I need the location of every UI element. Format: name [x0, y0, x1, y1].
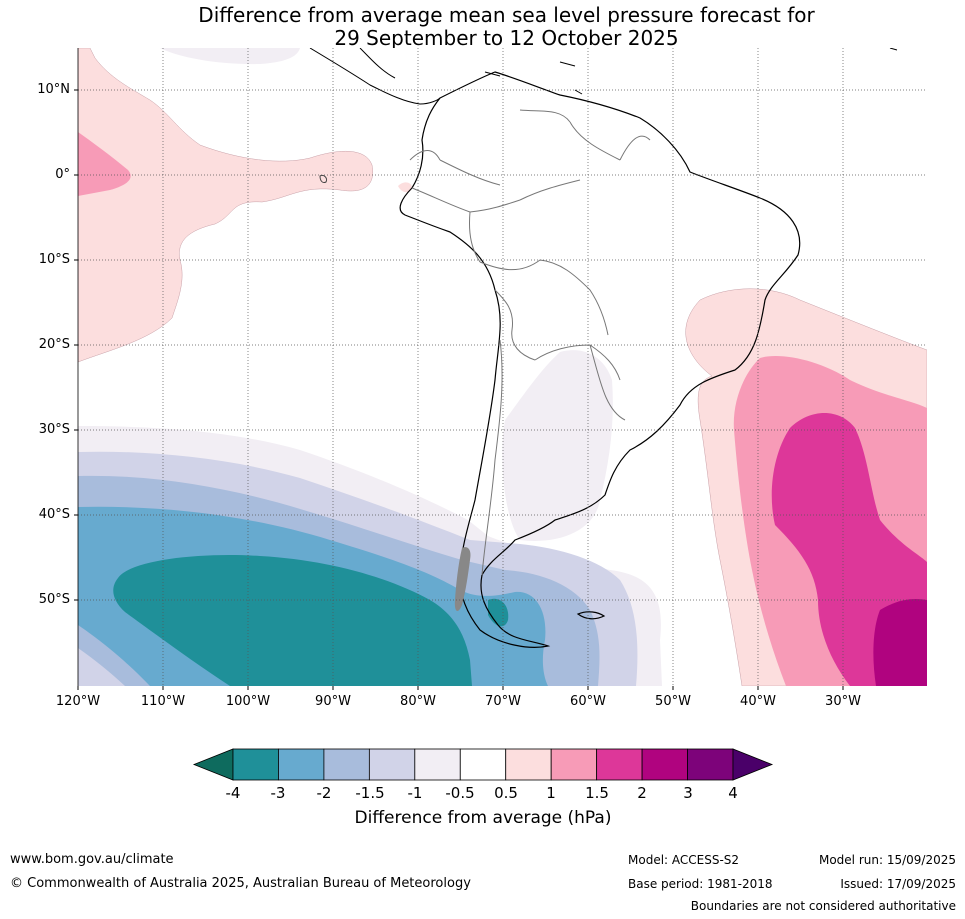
contour-atlantic-plus-2: [873, 599, 927, 686]
map-gridlines: [78, 48, 927, 686]
lon-label-110w: 110°W: [140, 694, 186, 709]
colorbar-tick-label: -2: [316, 784, 332, 802]
lat-label-30s: 30°S: [38, 422, 70, 437]
lon-label-80w: 80°W: [400, 694, 436, 709]
colorbar-tick-label: 0.5: [494, 784, 518, 802]
footer-model: Model: ACCESS-S2: [628, 853, 740, 867]
lat-label-50s: 50°S: [38, 592, 70, 607]
caribbean-islands: [484, 48, 898, 95]
footer-base-period: Base period: 1981-2018: [628, 877, 773, 891]
lon-label-70w: 70°W: [485, 694, 521, 709]
title-line-2: 29 September to 12 October 2025: [334, 26, 679, 50]
colorbar-tick-label: 2: [637, 784, 647, 802]
contour-lower-left-minus-1: [78, 648, 125, 686]
colorbar-tick-label: -4: [225, 784, 241, 802]
axis-ticks: [74, 89, 844, 690]
colorbar-tick-label: 4: [728, 784, 738, 802]
footer-model-run: Model run: 15/09/2025: [818, 853, 956, 867]
lon-label-100w: 100°W: [225, 694, 271, 709]
lon-label-40w: 40°W: [740, 694, 776, 709]
contour-south-pacific-minus-3: [113, 554, 473, 686]
chilean-fjords: [454, 547, 471, 612]
colorbar-title: Difference from average (hPa): [354, 808, 612, 828]
country-borders: [409, 109, 651, 576]
contour-pacific-positive-mid: [78, 132, 131, 196]
south-america-coastline: [399, 71, 801, 648]
map-area: [78, 48, 927, 686]
lat-label-10s: 10°S: [38, 252, 70, 267]
lon-label-120w: 120°W: [55, 694, 101, 709]
contour-caribbean-slight-negative: [160, 48, 300, 65]
lat-label-0: 0°: [55, 167, 70, 182]
map-title: Difference from average mean sea level p…: [0, 4, 965, 50]
footer-copyright: © Commonwealth of Australia 2025, Austra…: [10, 876, 471, 891]
colorbar-tick-label: -0.5: [445, 784, 475, 802]
colorbar-tick-label: 1: [546, 784, 556, 802]
colorbar-tick-label: -1.5: [355, 784, 385, 802]
lat-label-40s: 40°S: [38, 507, 70, 522]
central-america-coastline: [309, 48, 441, 105]
lon-label-30w: 30°W: [825, 694, 861, 709]
galapagos-islands: [319, 175, 327, 183]
footer-issued: Issued: 17/09/2025: [840, 877, 956, 891]
lon-label-60w: 60°W: [570, 694, 606, 709]
footer-website: www.bom.gov.au/climate: [10, 852, 174, 867]
contour-argentina-minus-0-5: [502, 350, 613, 541]
colorbar-tick-label: 3: [683, 784, 693, 802]
lat-label-10n: 10°N: [37, 82, 70, 97]
footer-boundaries-note: Boundaries are not considered authoritat…: [690, 899, 956, 913]
contour-pacific-positive-light: [78, 48, 373, 363]
lon-label-90w: 90°W: [315, 694, 351, 709]
lat-label-20s: 20°S: [38, 337, 70, 352]
colorbar-tick-label: 1.5: [585, 784, 609, 802]
title-line-1: Difference from average mean sea level p…: [198, 3, 815, 27]
contour-ecuador-positive: [398, 182, 412, 193]
colorbar-tick-label: -3: [270, 784, 286, 802]
falkland-islands: [576, 611, 606, 620]
colorbar-tick-label: -1: [407, 784, 423, 802]
lon-label-50w: 50°W: [655, 694, 691, 709]
